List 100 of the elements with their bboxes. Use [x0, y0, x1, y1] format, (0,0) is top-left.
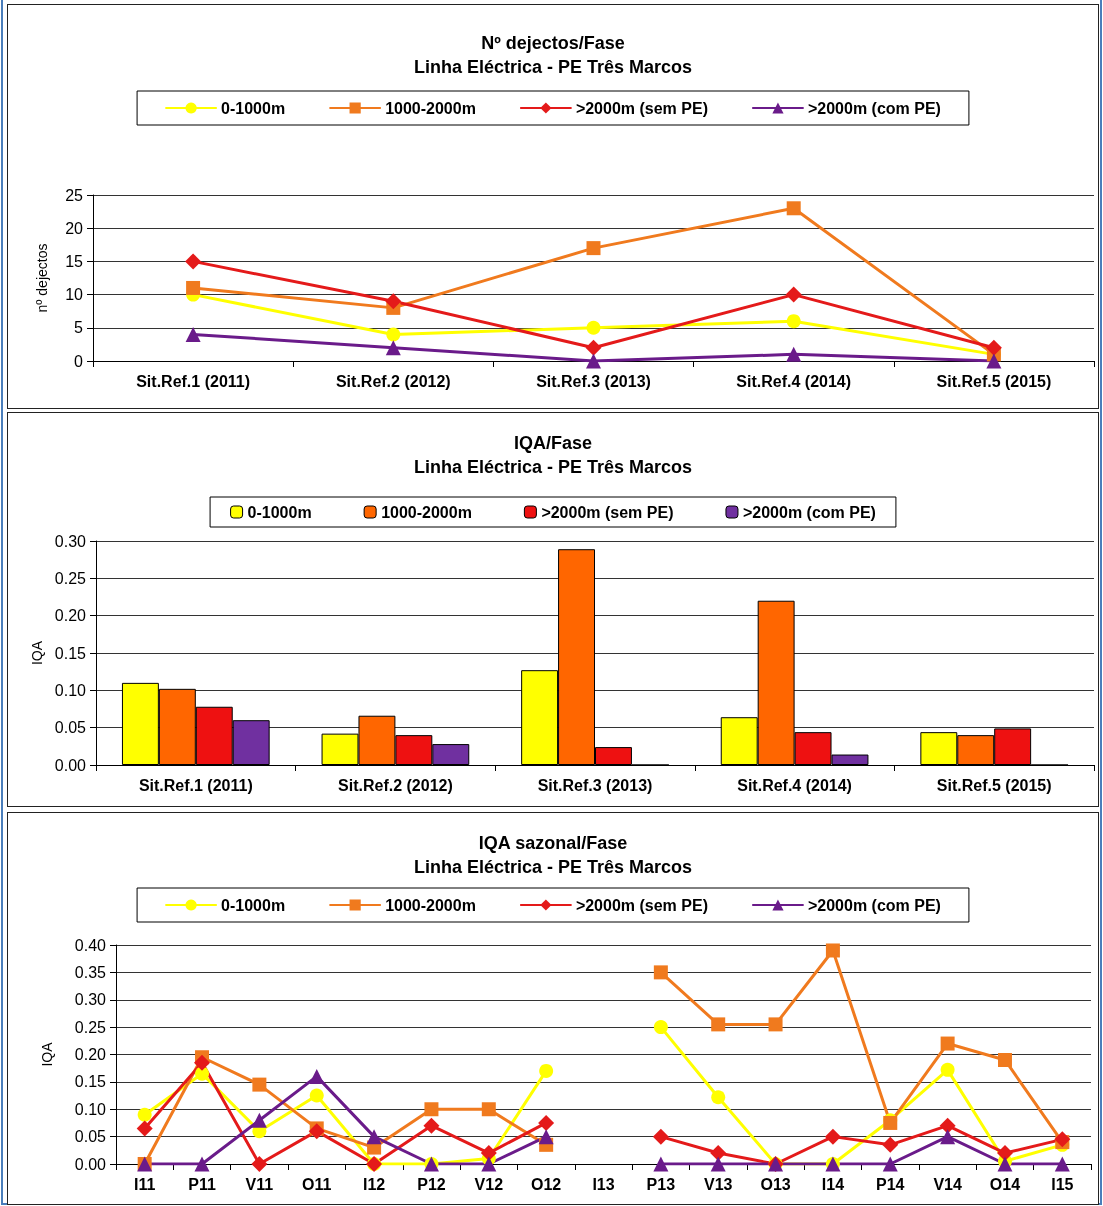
point: [882, 1156, 898, 1172]
point: [308, 1123, 325, 1140]
point: [423, 1117, 440, 1134]
point: [186, 280, 201, 295]
point: [940, 1062, 955, 1077]
y-tick-label: 0.25: [74, 1018, 107, 1036]
point: [586, 241, 601, 256]
point: [768, 1017, 783, 1032]
x-tick-label: I11: [134, 1175, 156, 1193]
x-tick-label: Sit.Ref.5 (2015): [936, 776, 1052, 794]
point: [194, 1156, 210, 1172]
point: [538, 1129, 554, 1145]
y-tick-label: 20: [65, 219, 84, 237]
point: [652, 1128, 669, 1145]
point: [386, 327, 401, 342]
point: [1054, 1131, 1071, 1148]
point: [653, 1020, 668, 1035]
legend-label: 1000-2000m: [381, 503, 472, 521]
x-tick-label: I13: [592, 1175, 615, 1193]
point: [424, 1102, 439, 1117]
x-tick-label: Sit.Ref.1 (2011): [136, 372, 251, 390]
point: [996, 1145, 1013, 1162]
y-tick-label: 0.20: [54, 607, 87, 625]
legend-label: 1000-2000m: [385, 896, 476, 914]
y-tick-label: 0.05: [54, 719, 87, 737]
x-tick-label: V12: [474, 1175, 504, 1193]
legend-label: 0-1000m: [221, 99, 286, 117]
point: [786, 346, 802, 362]
y-tick-label: 0.15: [54, 644, 87, 662]
y-tick-label: 0.35: [74, 963, 107, 981]
y-tick-label: 0.00: [74, 1155, 107, 1173]
x-tick-label: P13: [646, 1175, 676, 1193]
chart-subtitle: Linha Eléctrica - PE Três Marcos: [413, 857, 693, 877]
chart-subtitle: Linha Eléctrica - PE Três Marcos: [413, 57, 693, 77]
legend-label: >2000m (com PE): [807, 896, 941, 914]
y-tick-label: 0.25: [54, 569, 87, 587]
chart-title: Nº dejectos/Fase: [481, 33, 625, 53]
x-tick-label: I12: [362, 1175, 386, 1193]
y-tick-label: 0.20: [74, 1046, 107, 1063]
point: [539, 1063, 554, 1078]
x-tick-label: O14: [989, 1175, 1021, 1193]
y-axis-title: IQA: [39, 1041, 55, 1067]
point: [710, 1145, 727, 1162]
point: [711, 1090, 726, 1105]
point: [882, 1136, 899, 1153]
point: [586, 353, 601, 369]
y-tick-label: 10: [65, 286, 84, 304]
x-tick-label: O12: [531, 1175, 562, 1193]
y-tick-label: 0.40: [74, 936, 107, 954]
point: [986, 353, 1002, 369]
point: [785, 286, 802, 303]
y-tick-label: 0.10: [54, 681, 87, 699]
point: [585, 339, 602, 356]
x-tick-label: Sit.Ref.5 (2015): [936, 372, 1052, 390]
x-tick-label: V14: [933, 1175, 962, 1193]
point: [185, 326, 201, 342]
point: [824, 1128, 841, 1145]
y-tick-label: 0.30: [74, 991, 107, 1009]
x-tick-label: Sit.Ref.4 (2014): [736, 372, 852, 390]
x-tick-label: P11: [188, 1175, 216, 1193]
x-tick-label: Sit.Ref.3 (2013): [536, 372, 651, 390]
legend-label: >2000m (com PE): [742, 503, 876, 521]
y-tick-label: 0: [74, 352, 84, 370]
point: [251, 1112, 267, 1128]
point: [653, 965, 668, 980]
y-tick-label: 15: [65, 252, 84, 270]
point: [939, 1117, 956, 1134]
point: [309, 1068, 325, 1084]
y-tick-label: 0.00: [54, 756, 87, 774]
chart-title: IQA/Fase: [513, 433, 593, 453]
point: [251, 1156, 268, 1172]
x-tick-label: Sit.Ref.2 (2012): [338, 776, 453, 794]
y-axis-title: IQA: [28, 640, 45, 666]
x-tick-label: Sit.Ref.2 (2012): [335, 372, 451, 390]
x-tick-label: Sit.Ref.3 (2013): [537, 776, 653, 794]
point: [385, 293, 402, 310]
point: [940, 1129, 956, 1145]
point: [940, 1036, 955, 1051]
point: [786, 201, 801, 216]
chart-subtitle: Linha Eléctrica - PE Três Marcos: [413, 457, 693, 477]
legend-label: >2000m (sem PE): [541, 503, 674, 521]
legend-label: 0-1000m: [221, 896, 286, 914]
x-tick-label: I15: [1051, 1175, 1074, 1193]
point: [480, 1145, 497, 1162]
point: [711, 1017, 726, 1032]
y-tick-label: 0.30: [54, 532, 87, 550]
x-tick-label: Sit.Ref.4 (2014): [737, 776, 852, 794]
point: [136, 1120, 153, 1137]
point: [366, 1129, 382, 1145]
point: [1054, 1156, 1070, 1172]
point: [481, 1102, 496, 1117]
x-tick-label: Sit.Ref.1 (2011): [138, 776, 253, 794]
point: [137, 1107, 152, 1122]
legend-label: 0-1000m: [247, 503, 312, 521]
point: [538, 1114, 555, 1131]
point: [481, 1156, 497, 1172]
y-tick-label: 0.10: [74, 1100, 107, 1118]
x-tick-label: O11: [302, 1175, 332, 1193]
legend-label: 1000-2000m: [385, 99, 476, 117]
point: [195, 1066, 210, 1081]
